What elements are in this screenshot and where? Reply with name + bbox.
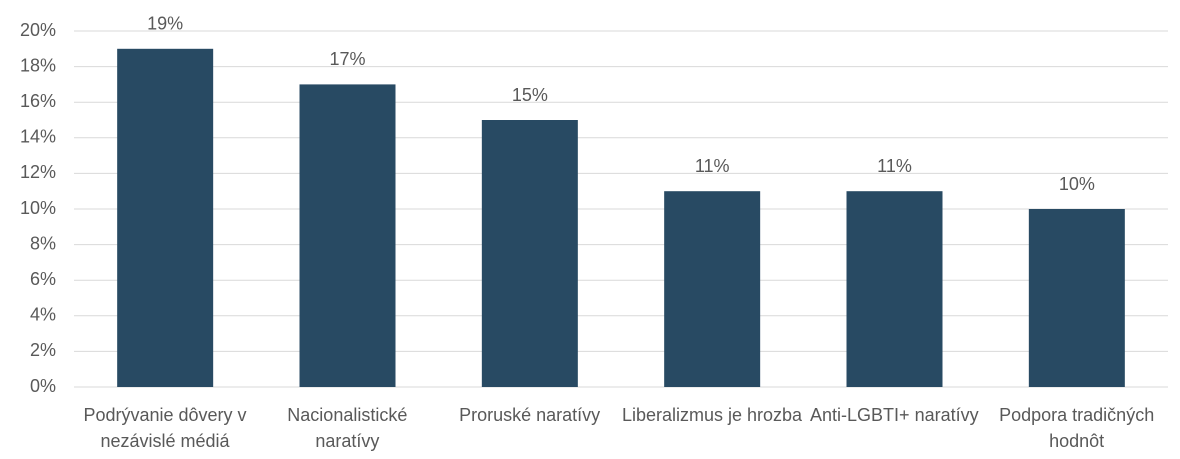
x-tick-label: Anti-LGBTI+ naratívy xyxy=(810,405,979,425)
x-tick-label: Proruské naratívy xyxy=(459,405,601,425)
y-tick-label: 16% xyxy=(20,91,56,111)
value-label: 17% xyxy=(329,49,365,69)
x-tick-label: Podpora tradičných hodnôt xyxy=(999,405,1155,451)
y-tick-label: 6% xyxy=(30,269,56,289)
bar xyxy=(481,120,578,387)
bar xyxy=(1028,209,1125,387)
value-label: 10% xyxy=(1059,174,1095,194)
y-tick-label: 14% xyxy=(20,127,56,147)
y-tick-label: 8% xyxy=(30,233,56,253)
bar xyxy=(846,191,943,387)
y-tick-label: 2% xyxy=(30,340,56,360)
y-tick-label: 18% xyxy=(20,55,56,75)
x-tick-label: Liberalizmus je hrozba xyxy=(621,405,803,425)
y-tick-label: 10% xyxy=(20,198,56,218)
value-label: 11% xyxy=(877,156,912,176)
bar xyxy=(664,191,761,387)
x-tick-label: Podrývanie dôvery v nezávislé médiá xyxy=(83,405,247,451)
bar xyxy=(299,84,396,388)
value-label: 19% xyxy=(147,14,183,34)
bar xyxy=(117,48,214,388)
y-tick-label: 12% xyxy=(20,162,56,182)
y-tick-label: 0% xyxy=(30,376,56,396)
y-tick-label: 4% xyxy=(30,305,56,325)
x-tick-label: Nacionalistické naratívy xyxy=(287,405,408,451)
y-tick-label: 20% xyxy=(20,20,56,40)
value-label: 15% xyxy=(512,85,548,105)
value-label: 11% xyxy=(695,156,730,176)
